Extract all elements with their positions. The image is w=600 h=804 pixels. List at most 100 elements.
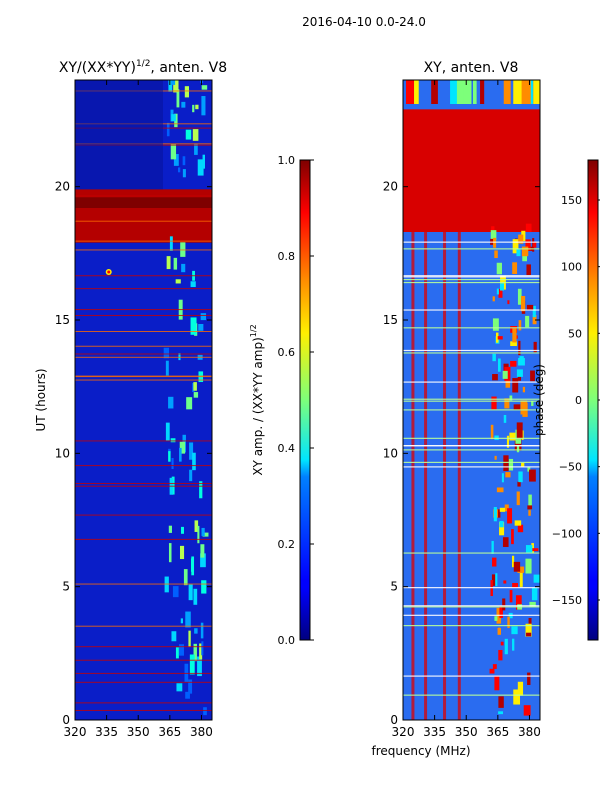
right-flag-line — [403, 587, 540, 589]
right-y-tick-label: 10 — [383, 446, 398, 460]
right-signal-streak — [502, 598, 506, 611]
left-heatmap-texture — [75, 80, 212, 716]
right-signal-streak — [525, 558, 532, 574]
left-signal-streak — [171, 476, 175, 495]
right-y-axis-label: phase (deg) — [532, 364, 546, 436]
left-signal-streak — [193, 643, 197, 662]
left-signal-streak — [178, 644, 184, 656]
right-signal-streak — [498, 649, 503, 661]
left-flag-line — [75, 249, 212, 251]
right-signal-streak — [495, 332, 499, 343]
right-signal-streak — [518, 234, 524, 244]
left-signal-streak — [188, 679, 193, 694]
left-flag-line — [75, 514, 212, 516]
left-flag-line — [75, 356, 212, 358]
right-signal-streak — [500, 641, 504, 646]
right-signal-streak — [502, 537, 509, 547]
right-flag-line — [403, 461, 540, 463]
left-signal-streak — [181, 101, 186, 108]
left-signal-streak — [185, 129, 192, 140]
left-signal-streak — [198, 324, 204, 331]
right-vertical-column — [411, 232, 415, 720]
right-flag-line — [403, 445, 540, 447]
left-signal-streak — [173, 154, 179, 166]
right-signal-streak — [492, 557, 497, 567]
left-signal-streak — [201, 85, 208, 90]
right-x-tick-label: 380 — [518, 725, 541, 739]
right-signal-streak — [518, 358, 525, 366]
left-signal-streak — [175, 279, 181, 284]
left-colorbar-label: XY amp. / (XX*YY amp)1/2 — [249, 324, 265, 475]
right-signal-streak — [531, 548, 539, 552]
right-signal-streak — [507, 616, 510, 629]
right-signal-streak — [518, 340, 521, 356]
right-signal-streak — [521, 230, 526, 242]
right-colorbar-tick-label: −50 — [559, 461, 582, 474]
right-signal-streak — [509, 395, 513, 401]
right-colorbar-tick-label: 150 — [561, 194, 582, 207]
left-flag-line — [75, 288, 212, 290]
right-signal-streak — [494, 250, 498, 259]
left-signal-streak — [171, 80, 176, 85]
right-x-tick-label: 350 — [455, 725, 478, 739]
right-y-tick-label: 0 — [390, 713, 398, 727]
left-signal-streak — [163, 347, 170, 359]
right-signal-streak — [520, 295, 526, 312]
right-top-strip — [503, 80, 511, 104]
left-flag-line — [75, 353, 212, 355]
right-y-axis: 0 5 10 15 20 — [383, 180, 540, 727]
right-signal-streak — [518, 471, 523, 483]
left-signal-streak — [170, 438, 176, 443]
right-signal-streak — [504, 398, 510, 409]
right-top-strip — [513, 80, 522, 104]
left-signal-streak — [194, 143, 198, 155]
right-signal-streak — [525, 239, 531, 251]
right-signal-streak — [516, 369, 523, 377]
right-signal-streak — [512, 582, 518, 588]
right-signal-streak — [520, 400, 528, 415]
right-flag-line — [403, 309, 540, 311]
left-signal-streak — [169, 236, 173, 251]
right-flag-band — [403, 109, 540, 232]
left-colorbar-tick-label: 0.2 — [278, 538, 296, 551]
right-y-tick-label: 5 — [390, 580, 398, 594]
left-colorbar-gradient — [299, 159, 311, 641]
left-signal-streak — [199, 643, 203, 660]
left-flag-line — [75, 309, 212, 311]
left-signal-streak — [188, 584, 193, 601]
left-signal-streak — [193, 382, 197, 391]
right-signal-streak — [507, 508, 513, 524]
left-flag-line — [75, 583, 212, 585]
right-signal-streak — [497, 358, 501, 372]
right-flag-line — [403, 409, 540, 411]
right-top-strip — [405, 80, 413, 104]
right-signal-streak — [515, 595, 522, 610]
right-top-strip — [450, 80, 457, 104]
right-signal-streak — [492, 296, 495, 302]
left-signal-streak — [168, 525, 172, 533]
right-flag-line — [403, 281, 540, 284]
right-signal-streak — [527, 672, 531, 685]
left-signal-streak — [179, 441, 186, 454]
left-signal-streak — [192, 104, 195, 113]
left-signal-streak — [165, 360, 169, 376]
left-bright-spot-core — [107, 270, 111, 274]
right-signal-streak — [521, 462, 525, 467]
right-signal-streak — [527, 467, 531, 472]
right-signal-streak — [499, 605, 503, 618]
right-signal-streak — [489, 668, 495, 674]
right-signal-streak — [525, 623, 532, 637]
right-panel: XY, anten. V8 320 335 350 365 380 0 5 10 15 20 p… — [383, 60, 546, 739]
right-flag-line — [403, 614, 540, 616]
left-signal-streak — [200, 553, 206, 568]
right-flag-line — [403, 552, 540, 554]
right-signal-streak — [509, 432, 516, 441]
right-flag-line — [403, 278, 540, 281]
right-signal-streak — [512, 638, 515, 651]
right-colorbar-ticks: −150 −100 −50 0 50 100 150 — [552, 194, 600, 607]
right-flag-line — [403, 327, 540, 329]
right-flag-line — [403, 381, 540, 383]
right-signal-streak — [492, 318, 499, 331]
right-signal-streak — [494, 616, 498, 621]
